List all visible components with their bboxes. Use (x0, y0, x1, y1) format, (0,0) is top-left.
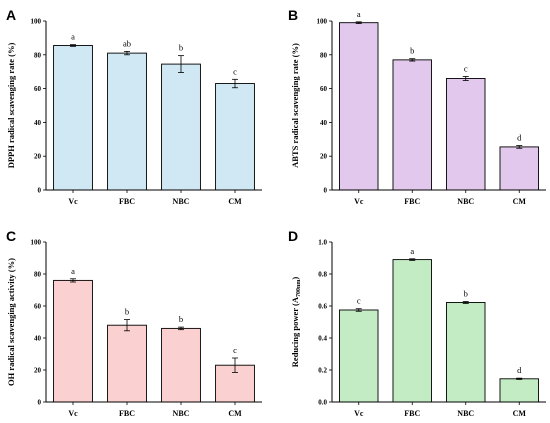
x-tick-label: CM (513, 409, 527, 418)
y-tick-label: 40 (320, 119, 328, 127)
significance-label: a (71, 266, 75, 276)
significance-label: d (517, 365, 522, 375)
y-tick-label: 0 (38, 399, 42, 407)
y-tick-label: 40 (34, 119, 42, 127)
panel-a: Aa Vc ab FBC b NBC c CM 0 20 40 60 80 100 DPPH radical… (6, 7, 262, 206)
x-tick-label: FBC (404, 197, 420, 206)
bar-cm (499, 378, 539, 403)
y-tick-label: 80 (320, 51, 328, 59)
x-tick-label: FBC (404, 409, 420, 418)
significance-label: b (179, 314, 183, 324)
panel-letter-d: D (288, 228, 298, 244)
panel-letter-a: A (6, 7, 16, 23)
bar-cm (215, 83, 255, 191)
x-tick-label: Vc (68, 197, 78, 206)
y-tick-label: 100 (31, 239, 42, 247)
y-tick-label: 0.0 (318, 399, 327, 407)
x-tick-label: NBC (173, 409, 190, 418)
y-tick-label: 40 (34, 335, 42, 343)
y-tick-label: 0.8 (318, 271, 327, 279)
bar-nbc (161, 63, 201, 191)
x-tick-label: Vc (354, 197, 364, 206)
x-tick-label: FBC (119, 197, 135, 206)
y-tick-label: 100 (31, 18, 42, 26)
significance-label: c (357, 296, 361, 306)
significance-label: a (71, 32, 75, 42)
significance-label: ab (123, 38, 131, 48)
significance-label: a (410, 246, 414, 256)
y-axis-title: ABTS radical scavenging rate (%) (290, 43, 300, 168)
bar-fbc (107, 324, 147, 403)
x-tick-label: Vc (354, 409, 364, 418)
x-tick-label: NBC (457, 409, 474, 418)
panel-c: Ca Vc b FBC b NBC c CM 0 20 40 60 80 100 OH radical sc… (6, 228, 262, 418)
bar-nbc (446, 302, 486, 403)
significance-label: b (410, 46, 414, 56)
significance-label: b (464, 289, 468, 299)
significance-label: c (233, 66, 237, 76)
x-tick-label: Vc (68, 409, 78, 418)
bar-nbc (446, 78, 486, 191)
y-tick-label: 1.0 (318, 239, 327, 247)
bar-vc (53, 279, 93, 403)
x-tick-label: FBC (119, 409, 135, 418)
y-tick-label: 0.6 (318, 303, 327, 311)
x-tick-label: NBC (457, 197, 474, 206)
x-tick-label: CM (228, 409, 242, 418)
bar-vc (339, 309, 379, 403)
bar-nbc (161, 327, 201, 403)
x-tick-label: NBC (173, 197, 190, 206)
y-tick-label: 0 (324, 187, 328, 195)
y-tick-label: 20 (320, 153, 328, 161)
x-tick-label: CM (513, 197, 527, 206)
bar-fbc (392, 59, 432, 191)
y-tick-label: 0.4 (318, 335, 327, 343)
y-axis-title: OH radical scavenging activity (%) (6, 258, 16, 386)
y-tick-label: 20 (34, 153, 42, 161)
y-tick-label: 100 (317, 18, 328, 26)
significance-label: c (464, 63, 468, 73)
bar-fbc (107, 52, 147, 191)
y-tick-label: 60 (34, 85, 42, 93)
significance-label: a (357, 9, 361, 19)
y-tick-label: 20 (34, 367, 42, 375)
y-axis-title: Reducing power (A700nm) (290, 277, 302, 368)
x-tick-label: CM (228, 197, 242, 206)
y-tick-label: 0 (38, 187, 42, 195)
bar-fbc (392, 259, 432, 403)
panel-d: Dc Vc a FBC b NBC d CM 0.0 0.2 0.4 0.6 0.8 1.0 Reducin… (288, 228, 546, 418)
bar-vc (53, 45, 93, 191)
y-tick-label: 0.2 (318, 367, 327, 375)
significance-label: c (233, 345, 237, 355)
bar-vc (339, 22, 379, 191)
y-tick-label: 80 (34, 51, 42, 59)
panel-letter-c: C (6, 228, 16, 244)
significance-label: d (517, 133, 522, 143)
y-tick-label: 80 (34, 271, 42, 279)
y-tick-label: 60 (34, 303, 42, 311)
significance-label: b (125, 307, 129, 317)
significance-label: b (179, 43, 183, 53)
y-axis-title: DPPH radical scavenging rate (%) (6, 43, 16, 169)
panel-letter-b: B (288, 7, 298, 23)
y-tick-label: 60 (320, 85, 328, 93)
bar-cm (499, 146, 539, 191)
